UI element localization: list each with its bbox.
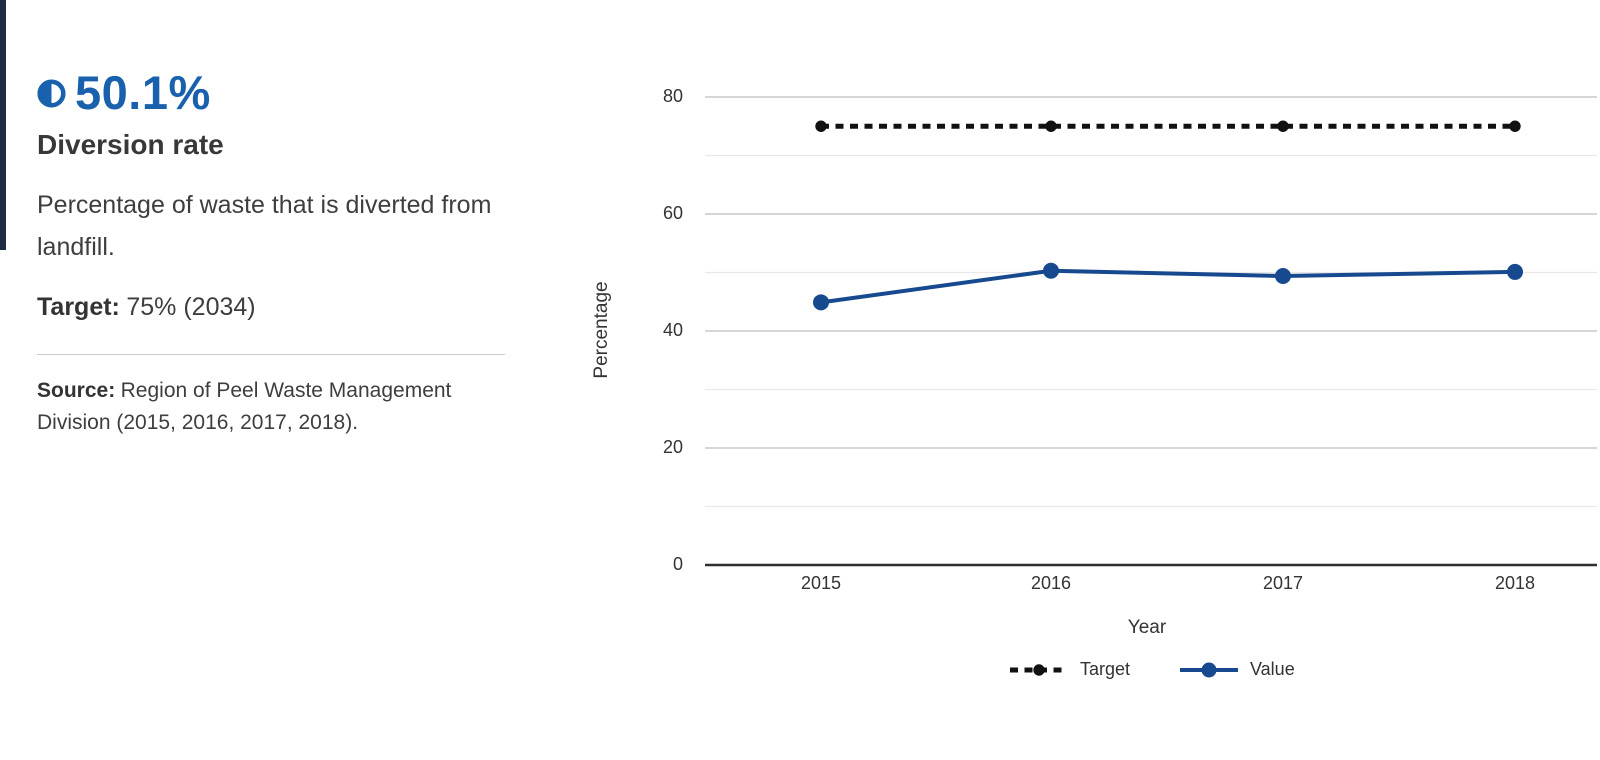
half-circle-icon	[37, 78, 66, 108]
source-value: Region of Peel Waste Management Division…	[37, 379, 452, 434]
value-series-line	[820, 268, 1516, 305]
target-series-point	[1045, 120, 1057, 132]
legend-target-label: Target	[1080, 659, 1130, 679]
source-label: Source:	[37, 379, 116, 402]
panel-divider	[37, 354, 505, 355]
target-series-point	[815, 120, 827, 132]
headline-row: 50.1%	[37, 64, 515, 120]
page-edge-accent-bar	[0, 0, 6, 250]
headline-value: 50.1%	[75, 65, 211, 119]
y-tick-label: 0	[673, 554, 683, 574]
legend-value-swatch-dot	[1201, 662, 1217, 678]
target-label: Target:	[37, 293, 120, 321]
x-tick-label: 2018	[1495, 573, 1535, 593]
target-value: 75% (2034)	[126, 293, 256, 321]
y-axis-title: Percentage	[591, 281, 612, 378]
value-series-point	[1043, 262, 1059, 279]
y-tick-label: 40	[663, 320, 683, 340]
diversion-rate-chart: 0 20 40 60 80 2015 2016 2017 2018 Year Percentage T…	[560, 0, 1600, 755]
value-series-point	[1507, 263, 1523, 280]
y-tick-label: 60	[663, 203, 683, 223]
x-tick-label: 2016	[1031, 573, 1071, 593]
indicator-title: Diversion rate	[37, 129, 224, 160]
value-series-point	[813, 294, 829, 311]
x-tick-label: 2015	[801, 573, 841, 593]
line-chart-svg: 0 20 40 60 80 2015 2016 2017 2018 Year Percentage T…	[591, 86, 1597, 679]
value-series-point	[1275, 268, 1291, 285]
target-series-point	[1277, 120, 1289, 132]
legend-value-label: Value	[1250, 659, 1295, 679]
y-tick-label: 80	[663, 86, 683, 106]
legend-target-swatch-dot	[1033, 664, 1045, 676]
x-axis-title: Year	[1128, 617, 1167, 638]
y-tick-label: 20	[663, 437, 683, 457]
source-row: Source: Region of Peel Waste Management D…	[37, 375, 489, 439]
indicator-description: Percentage of waste that is diverted fro…	[37, 191, 492, 261]
target-row: Target: 75% (2034)	[37, 290, 515, 324]
target-series-point	[1509, 120, 1521, 132]
x-tick-label: 2017	[1263, 573, 1303, 593]
indicator-summary-panel: 50.1% Diversion rate Percentage of waste…	[37, 64, 515, 439]
